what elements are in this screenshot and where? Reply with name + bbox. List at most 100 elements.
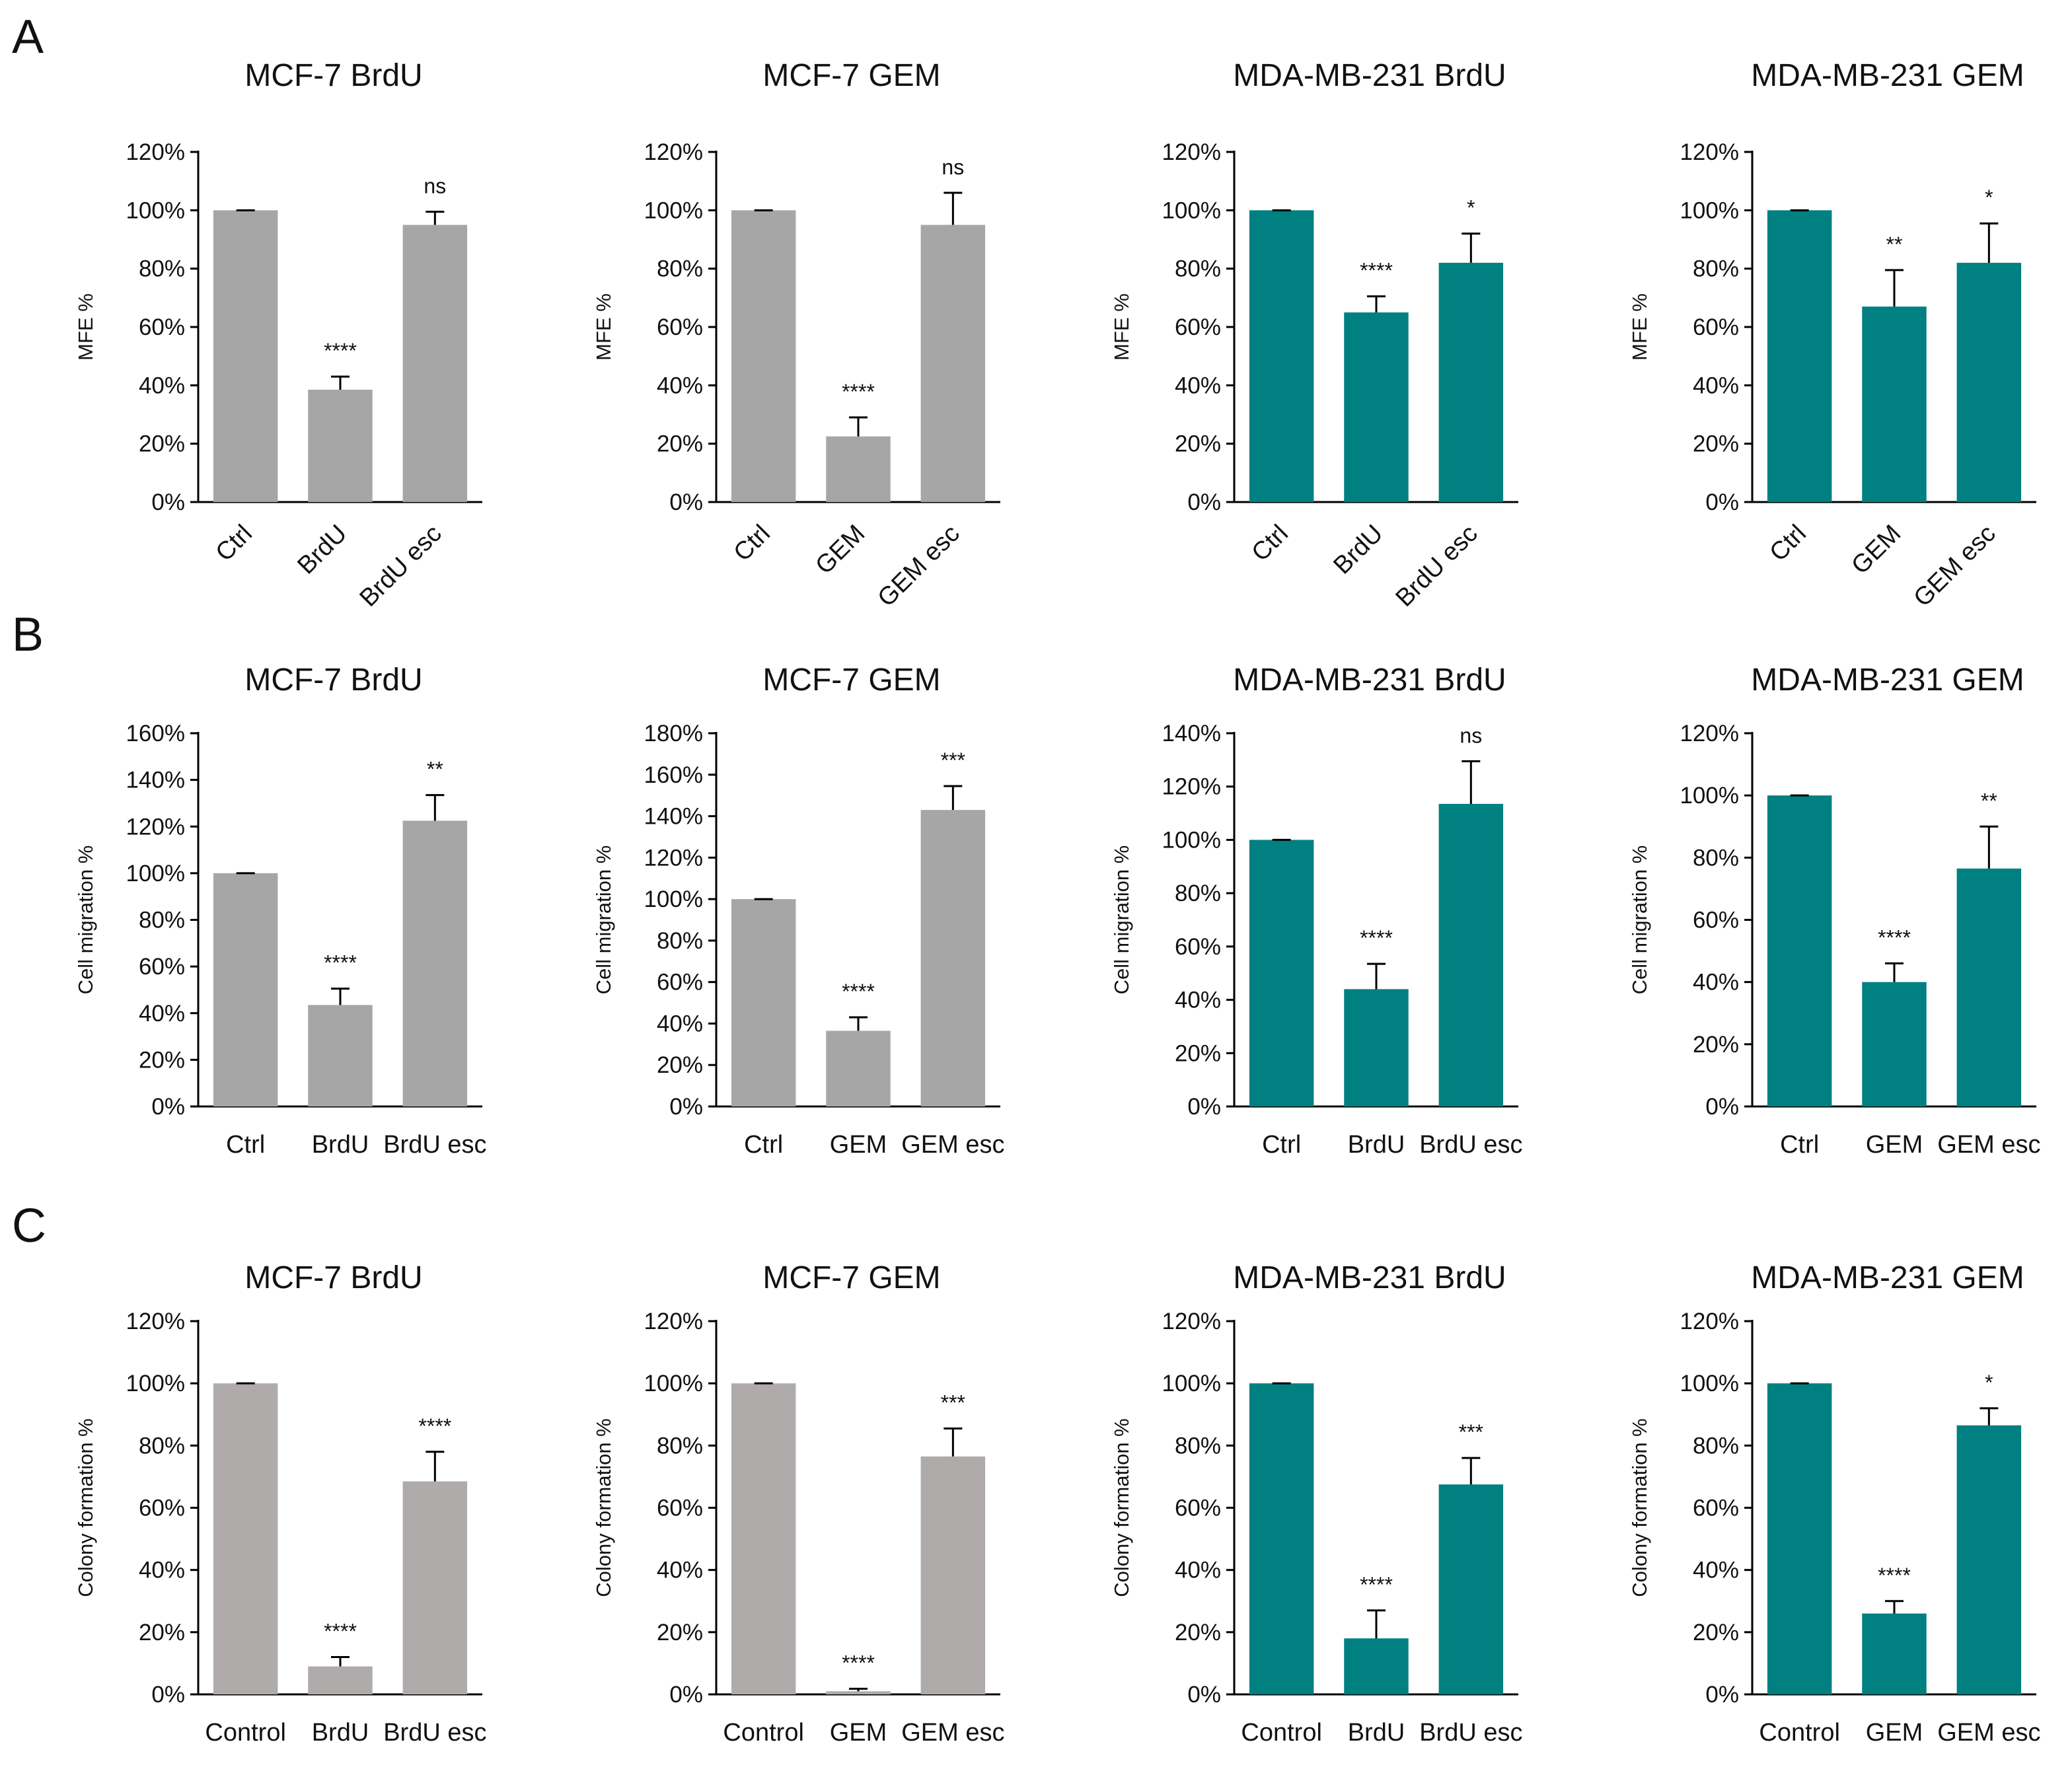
y-tick-label: 40% bbox=[1693, 1558, 1739, 1583]
x-tick-label: Ctrl bbox=[1780, 1131, 1819, 1159]
x-tick-label: GEM esc bbox=[1937, 1131, 2040, 1159]
y-axis-label: Cell migration % bbox=[74, 846, 97, 995]
x-tick-label: BrdU bbox=[312, 1131, 369, 1159]
y-tick-label: 20% bbox=[657, 1620, 703, 1645]
bar-gem bbox=[826, 1691, 891, 1694]
chart-a-mda-mb-231-brdu: MDA-MB-231 BrdU MFE % 0% 20% 40% 60% 80% 100% 12… bbox=[1110, 58, 1518, 612]
panel-letter-a: A bbox=[12, 11, 44, 63]
significance-label: *** bbox=[941, 748, 965, 772]
y-axis-label: MFE % bbox=[1110, 293, 1133, 361]
y-tick-label: 0% bbox=[1187, 489, 1221, 515]
x-tick-label: Ctrl bbox=[1247, 520, 1294, 567]
y-tick-label: 0% bbox=[1705, 1682, 1739, 1708]
x-tick-label: BrdU bbox=[292, 520, 352, 580]
y-axis-label: MFE % bbox=[592, 293, 615, 361]
y-tick-label: 80% bbox=[1693, 845, 1739, 871]
significance-label: **** bbox=[324, 951, 357, 975]
bar-ctrl bbox=[213, 210, 278, 502]
x-tick-label: BrdU esc bbox=[354, 520, 447, 612]
y-tick-label: 0% bbox=[669, 1682, 703, 1708]
y-tick-label: 0% bbox=[151, 1682, 185, 1708]
significance-label: **** bbox=[324, 339, 357, 363]
y-tick-label: 100% bbox=[1162, 827, 1221, 853]
bar-gem bbox=[826, 1030, 891, 1106]
y-axis-label: Colony formation % bbox=[74, 1418, 97, 1597]
y-tick-label: 40% bbox=[139, 373, 185, 398]
y-tick-label: 40% bbox=[1175, 373, 1221, 398]
y-axis-label: Colony formation % bbox=[1628, 1418, 1651, 1597]
y-tick-label: 140% bbox=[644, 804, 703, 830]
y-tick-label: 20% bbox=[1175, 1040, 1221, 1066]
bar-control bbox=[213, 1383, 278, 1694]
x-tick-label: GEM esc bbox=[1909, 520, 2001, 612]
y-tick-label: 60% bbox=[1693, 314, 1739, 340]
x-tick-label: GEM bbox=[810, 520, 870, 580]
x-tick-label: BrdU esc bbox=[383, 1131, 486, 1159]
bar-gem-esc bbox=[920, 225, 986, 502]
y-tick-label: 60% bbox=[1175, 314, 1221, 340]
significance-label: ns bbox=[1460, 723, 1482, 747]
bar-ctrl bbox=[1767, 795, 1832, 1106]
y-tick-label: 40% bbox=[1693, 970, 1739, 995]
y-tick-label: 100% bbox=[644, 1371, 703, 1396]
x-tick-label: GEM esc bbox=[901, 1719, 1004, 1747]
bar-brdu-esc bbox=[1438, 1484, 1504, 1694]
bar-gem bbox=[1862, 982, 1927, 1106]
y-tick-label: 40% bbox=[657, 373, 703, 398]
significance-label: * bbox=[1467, 196, 1475, 220]
y-tick-label: 0% bbox=[1705, 1094, 1739, 1120]
y-tick-label: 20% bbox=[1175, 1620, 1221, 1645]
x-tick-label: GEM bbox=[1846, 520, 1906, 580]
bar-brdu-esc bbox=[402, 1481, 468, 1694]
chart-a-mcf-7-gem: MCF-7 GEM MFE % 0% 20% 40% 60% 80% 100% 120% Ctrl… bbox=[592, 58, 1000, 612]
y-tick-label: 20% bbox=[139, 1047, 185, 1073]
x-tick-label: Control bbox=[723, 1719, 804, 1747]
y-tick-label: 20% bbox=[1693, 1620, 1739, 1645]
y-tick-label: 80% bbox=[139, 908, 185, 933]
x-tick-label: GEM esc bbox=[1937, 1719, 2040, 1747]
bar-brdu-esc bbox=[1438, 262, 1504, 502]
bar-ctrl bbox=[1249, 840, 1314, 1106]
y-tick-label: 80% bbox=[1175, 881, 1221, 906]
y-tick-label: 40% bbox=[1175, 988, 1221, 1013]
y-tick-label: 80% bbox=[1693, 256, 1739, 282]
bar-gem-esc bbox=[1956, 262, 2022, 502]
x-tick-label: GEM bbox=[1866, 1131, 1923, 1159]
y-tick-label: 100% bbox=[1680, 783, 1739, 809]
y-tick-label: 80% bbox=[139, 1433, 185, 1459]
chart-title: MCF-7 BrdU bbox=[244, 1260, 422, 1295]
y-tick-label: 60% bbox=[657, 970, 703, 995]
y-tick-label: 80% bbox=[1693, 1433, 1739, 1459]
y-tick-label: 160% bbox=[126, 721, 185, 746]
y-tick-label: 100% bbox=[126, 1371, 185, 1396]
significance-label: **** bbox=[842, 380, 875, 404]
bar-gem bbox=[826, 436, 891, 502]
x-tick-label: BrdU bbox=[1348, 1131, 1405, 1159]
y-axis-label: Cell migration % bbox=[592, 846, 615, 995]
x-tick-label: GEM bbox=[830, 1131, 887, 1159]
x-tick-label: BrdU esc bbox=[383, 1719, 486, 1747]
chart-title: MDA-MB-231 BrdU bbox=[1233, 663, 1506, 698]
x-tick-label: GEM bbox=[830, 1719, 887, 1747]
significance-label: ** bbox=[1981, 789, 1997, 813]
y-tick-label: 60% bbox=[139, 954, 185, 980]
x-tick-label: BrdU bbox=[1348, 1719, 1405, 1747]
y-tick-label: 0% bbox=[151, 1094, 185, 1120]
y-tick-label: 60% bbox=[139, 1496, 185, 1521]
y-tick-label: 0% bbox=[1187, 1094, 1221, 1120]
y-tick-label: 20% bbox=[1693, 1032, 1739, 1058]
y-axis-label: MFE % bbox=[1628, 293, 1651, 361]
y-tick-label: 140% bbox=[126, 768, 185, 793]
y-tick-label: 60% bbox=[1175, 1496, 1221, 1521]
x-tick-label: Ctrl bbox=[226, 1131, 265, 1159]
y-tick-label: 100% bbox=[126, 198, 185, 223]
y-tick-label: 180% bbox=[644, 721, 703, 746]
y-tick-label: 20% bbox=[657, 431, 703, 457]
bar-brdu-esc bbox=[1438, 803, 1504, 1106]
y-tick-label: 100% bbox=[1162, 198, 1221, 223]
y-tick-label: 120% bbox=[1162, 139, 1221, 165]
y-tick-label: 120% bbox=[126, 1309, 185, 1334]
bar-gem-esc bbox=[920, 1456, 986, 1694]
bar-ctrl bbox=[1767, 210, 1832, 502]
